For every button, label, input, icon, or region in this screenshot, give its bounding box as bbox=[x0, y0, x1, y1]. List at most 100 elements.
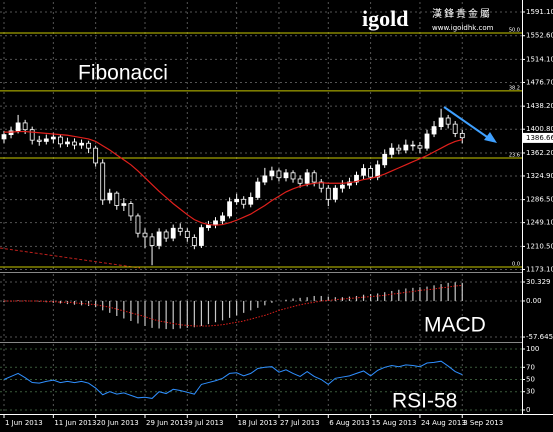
x-tick-label: 1 Jun 2013 bbox=[5, 419, 43, 427]
candle-body bbox=[170, 227, 176, 239]
price-tag bbox=[523, 132, 553, 143]
candle-body bbox=[325, 187, 331, 200]
candle-body bbox=[424, 133, 430, 149]
candle-body bbox=[269, 170, 275, 177]
candle-body bbox=[79, 142, 84, 146]
candle-body bbox=[156, 231, 162, 246]
y-tick-label: 0.00 bbox=[526, 297, 542, 305]
candle-body bbox=[297, 178, 303, 184]
candle-body bbox=[304, 172, 310, 184]
candle-body bbox=[389, 147, 395, 155]
y-tick-label: 1476.70 bbox=[526, 78, 553, 86]
y-tick-label: 70 bbox=[526, 363, 535, 371]
candle-body bbox=[403, 144, 409, 151]
candle-body bbox=[177, 227, 183, 232]
moving-average bbox=[4, 130, 463, 226]
candle-body bbox=[241, 198, 247, 205]
candle-body bbox=[206, 224, 211, 229]
candle-body bbox=[332, 187, 338, 200]
y-tick-label: 1210.50 bbox=[526, 242, 553, 250]
y-tick-label: 100 bbox=[526, 345, 539, 353]
logo-brand: igold bbox=[362, 6, 408, 31]
x-tick-label: 9 Jul 2013 bbox=[188, 419, 223, 427]
x-tick-label: 20 Jun 2013 bbox=[97, 419, 139, 427]
candle-body bbox=[50, 136, 56, 140]
y-tick-label: 1438.20 bbox=[526, 102, 553, 110]
candle-body bbox=[198, 227, 204, 246]
candle-body bbox=[22, 122, 28, 131]
candle-body bbox=[283, 172, 289, 179]
y-tick-label: 50 bbox=[526, 376, 535, 384]
candle-body bbox=[459, 132, 465, 139]
candle-body bbox=[339, 184, 345, 189]
x-tick-label: 3 Sep 2013 bbox=[463, 419, 503, 427]
candle-body bbox=[107, 192, 113, 201]
candle-body bbox=[438, 117, 444, 128]
candle-body bbox=[276, 170, 282, 179]
y-tick-label: 30 bbox=[526, 388, 535, 396]
candle-body bbox=[1, 134, 7, 140]
y-tick-label: 1514.10 bbox=[526, 55, 553, 63]
candle-body bbox=[354, 174, 359, 183]
candle-body bbox=[29, 129, 35, 141]
y-tick-label: 1552.60 bbox=[526, 32, 553, 40]
candle-body bbox=[248, 197, 254, 205]
x-tick-label: 11 Jun 2013 bbox=[54, 419, 96, 427]
y-tick-label: 1286.50 bbox=[526, 196, 553, 204]
x-tick-label: 15 Aug 2013 bbox=[372, 419, 417, 427]
candle-body bbox=[72, 141, 77, 146]
arrow bbox=[443, 106, 491, 140]
y-tick-label: 30.329 bbox=[526, 278, 551, 286]
panel-title: MACD bbox=[424, 314, 486, 337]
fib-label: 50.0 bbox=[509, 27, 520, 33]
candle-body bbox=[311, 172, 317, 183]
y-tick-label: 1249.10 bbox=[526, 219, 553, 227]
candle-body bbox=[445, 117, 451, 125]
candle-body bbox=[36, 139, 42, 142]
fib-label: 38.2 bbox=[509, 85, 520, 91]
y-tick-label: 1362.20 bbox=[526, 149, 553, 157]
trend-line bbox=[0, 247, 141, 269]
candle-body bbox=[375, 164, 381, 178]
y-tick-label: 1324.90 bbox=[526, 172, 553, 180]
candle-body bbox=[361, 168, 366, 176]
candle-body bbox=[100, 162, 106, 201]
rsi-line bbox=[3, 360, 463, 399]
panel-title: RSI-58 bbox=[392, 390, 457, 413]
signal-line bbox=[4, 284, 463, 327]
candle-body bbox=[128, 203, 134, 217]
candle-body bbox=[290, 172, 296, 180]
candle-body bbox=[184, 230, 190, 238]
candle-body bbox=[191, 237, 197, 246]
x-tick-label: 29 Jun 2013 bbox=[146, 419, 188, 427]
candle-body bbox=[431, 126, 437, 135]
candle-body bbox=[114, 192, 120, 206]
candle-body bbox=[121, 203, 127, 206]
price-tag-label: 1386.66 bbox=[526, 134, 553, 142]
candle-body bbox=[220, 215, 225, 222]
candle-body bbox=[417, 145, 423, 149]
candle-body bbox=[65, 141, 70, 145]
fib-label: 0.0 bbox=[512, 262, 520, 268]
x-tick-label: 24 Aug 2013 bbox=[421, 419, 466, 427]
x-tick-label: 27 Jul 2013 bbox=[280, 419, 320, 427]
y-tick-label: 1400.80 bbox=[526, 125, 553, 133]
candle-body bbox=[43, 138, 49, 142]
y-tick-label: 1173.10 bbox=[526, 265, 553, 273]
candle-body bbox=[15, 122, 21, 132]
candle-body bbox=[452, 123, 458, 134]
y-tick-label: 1591.10 bbox=[526, 8, 553, 16]
fib-label: 23.6 bbox=[509, 153, 520, 159]
candle-body bbox=[255, 181, 261, 198]
candle-body bbox=[234, 198, 240, 203]
candle-body bbox=[8, 130, 14, 136]
logo-url: www.igoldhk.com bbox=[432, 24, 494, 32]
y-tick-label: 0 bbox=[526, 406, 530, 414]
y-tick-label: -57.645 bbox=[526, 333, 553, 341]
candle-body bbox=[368, 168, 374, 178]
candle-body bbox=[86, 142, 91, 149]
candle-body bbox=[382, 153, 388, 166]
candle-body bbox=[163, 231, 169, 239]
